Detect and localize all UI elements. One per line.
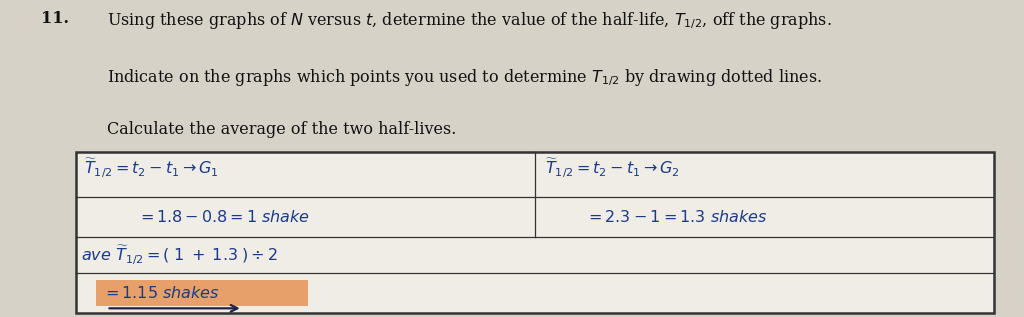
Text: $= 1.8 - 0.8 = 1$ shake: $= 1.8 - 0.8 = 1$ shake <box>137 209 310 225</box>
Text: $\widetilde{T}_{1/2} = t_2 - t_1 \rightarrow G_1$: $\widetilde{T}_{1/2} = t_2 - t_1 \righta… <box>84 157 219 180</box>
Text: $\widetilde{T}_{1/2} = t_2 - t_1 \rightarrow G_2$: $\widetilde{T}_{1/2} = t_2 - t_1 \righta… <box>545 157 680 180</box>
Text: $= 1.15$ shakes: $= 1.15$ shakes <box>101 285 219 301</box>
Text: 11.: 11. <box>41 10 69 27</box>
Text: $= 2.3 - 1 = 1.3$ shakes: $= 2.3 - 1 = 1.3$ shakes <box>586 209 768 225</box>
Text: Indicate on the graphs which points you used to determine $T_{1/2}$ by drawing d: Indicate on the graphs which points you … <box>106 67 821 88</box>
Bar <box>77 152 993 313</box>
Text: ave $\widetilde{T}_{1/2} = (\; 1 \;+\; 1.3 \;) \div 2$: ave $\widetilde{T}_{1/2} = (\; 1 \;+\; 1… <box>81 243 279 267</box>
Text: Using these graphs of $N$ versus $t$, determine the value of the half-life, $T_{: Using these graphs of $N$ versus $t$, de… <box>106 10 831 31</box>
Bar <box>96 280 308 306</box>
Text: Calculate the average of the two half-lives.: Calculate the average of the two half-li… <box>106 121 456 138</box>
